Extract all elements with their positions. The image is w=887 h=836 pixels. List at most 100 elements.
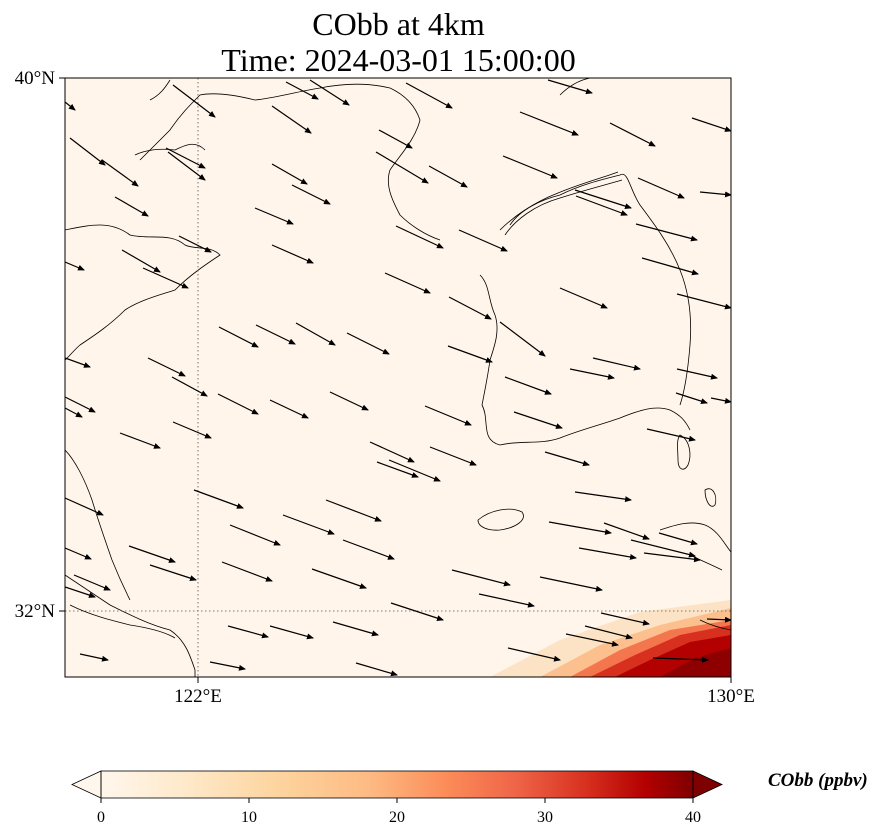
wind-arrow bbox=[548, 521, 612, 535]
wind-arrow bbox=[424, 405, 472, 426]
wind-arrow bbox=[388, 459, 441, 482]
wind-arrow bbox=[584, 625, 633, 640]
wind-arrow bbox=[271, 105, 312, 134]
wind-arrow bbox=[499, 321, 546, 357]
wind-arrow bbox=[641, 257, 699, 276]
wind-arrow bbox=[147, 357, 186, 377]
wind-arrow bbox=[507, 647, 561, 662]
wind-arrow bbox=[79, 653, 109, 662]
wind-arrow bbox=[209, 661, 246, 671]
wind-arrow bbox=[311, 568, 367, 589]
wind-arrow bbox=[544, 451, 590, 467]
wind-arrow bbox=[447, 345, 493, 363]
wind-arrow bbox=[218, 326, 259, 348]
wind-arrow bbox=[652, 656, 709, 663]
wind-arrow bbox=[395, 225, 444, 249]
wind-arrow bbox=[254, 207, 294, 225]
wind-arrow bbox=[635, 223, 698, 242]
wind-arrow bbox=[271, 163, 308, 185]
wind-arrow bbox=[291, 184, 331, 205]
wind-arrow bbox=[603, 522, 650, 540]
wind-arrow bbox=[178, 235, 212, 253]
wind-arrow bbox=[502, 155, 558, 179]
colorbar-gradient bbox=[101, 771, 693, 798]
wind-arrow bbox=[172, 84, 216, 118]
wind-arrow bbox=[691, 117, 731, 132]
x-tick-label-130e: 130°E bbox=[707, 686, 755, 707]
wind-arrow bbox=[574, 189, 632, 210]
wind-arrow bbox=[451, 569, 511, 587]
wind-arrow bbox=[630, 539, 696, 558]
wind-arrow bbox=[65, 396, 96, 413]
colorbar-tick-30: 30 bbox=[537, 809, 553, 826]
wind-arrow bbox=[369, 441, 415, 463]
wind-arrow bbox=[285, 81, 319, 100]
wind-arrow bbox=[575, 195, 628, 216]
wind-arrow bbox=[643, 552, 701, 563]
wind-arrow bbox=[167, 151, 206, 181]
wind-arrow bbox=[384, 272, 431, 294]
wind-arrow bbox=[271, 244, 314, 264]
wind-arrow bbox=[710, 397, 731, 404]
wind-arrow bbox=[255, 324, 296, 345]
wind-arrow bbox=[592, 357, 641, 371]
wind-arrow bbox=[119, 432, 161, 449]
wind-arrow bbox=[658, 532, 698, 546]
wind-arrow bbox=[172, 421, 212, 439]
wind-arrow bbox=[547, 79, 593, 95]
wind-arrow bbox=[171, 376, 208, 397]
wind-arrow bbox=[65, 586, 96, 598]
plot-title-line2: Time: 2024-03-01 15:00:00 bbox=[221, 42, 576, 78]
wind-arrow bbox=[121, 249, 161, 273]
colorbar-tick-0: 0 bbox=[97, 809, 105, 826]
colorbar-tick-10: 10 bbox=[241, 809, 257, 826]
wind-arrow bbox=[221, 561, 273, 582]
wind-arrow bbox=[569, 368, 615, 380]
wind-arrow bbox=[69, 137, 106, 166]
gridlines bbox=[65, 78, 731, 677]
wind-arrow bbox=[282, 514, 335, 535]
wind-arrow bbox=[448, 296, 492, 320]
colorbar: 0 10 20 30 40 bbox=[71, 770, 723, 826]
wind-arrow bbox=[309, 79, 350, 106]
wind-arrow bbox=[675, 392, 708, 405]
colorbar-extend-low bbox=[71, 770, 102, 799]
wind-arrow bbox=[609, 122, 656, 147]
wind-arrow bbox=[65, 547, 92, 560]
coastlines bbox=[65, 78, 731, 677]
wind-arrow bbox=[539, 576, 603, 592]
wind-arrow bbox=[676, 368, 718, 380]
wind-arrow bbox=[355, 662, 398, 677]
wind-arrow bbox=[65, 357, 91, 368]
wind-arrow bbox=[329, 391, 369, 411]
wind-arrow bbox=[346, 332, 390, 355]
colorbar-label: CObb (ppbv) bbox=[768, 770, 868, 791]
wind-arrow bbox=[142, 267, 189, 289]
wind-arrow bbox=[149, 564, 197, 581]
wind-arrow bbox=[559, 287, 608, 309]
wind-arrow bbox=[378, 129, 413, 149]
wind-arrow bbox=[65, 261, 85, 271]
wind-arrow bbox=[513, 411, 563, 429]
y-tick-label-32n: 32°N bbox=[15, 601, 56, 622]
wind-arrow bbox=[101, 159, 139, 187]
wind-arrow bbox=[706, 616, 731, 623]
wind-arrow bbox=[325, 499, 382, 522]
plot-title-line1: CObb at 4km bbox=[312, 6, 485, 42]
wind-arrow bbox=[405, 82, 453, 109]
wind-arrow bbox=[342, 539, 395, 560]
wind-vectors bbox=[65, 79, 731, 677]
wind-arrow bbox=[676, 293, 731, 310]
colorbar-tick-40: 40 bbox=[685, 809, 701, 826]
wind-arrow bbox=[428, 165, 468, 188]
wind-arrow bbox=[217, 393, 259, 415]
wind-arrow bbox=[229, 524, 281, 546]
wind-arrow bbox=[73, 574, 111, 591]
wind-arrow bbox=[114, 196, 149, 217]
wind-arrow bbox=[699, 191, 731, 198]
axis-ticks bbox=[59, 77, 732, 683]
concentration-plume bbox=[490, 600, 731, 677]
wind-arrow bbox=[565, 633, 619, 647]
wind-arrow bbox=[376, 461, 419, 478]
